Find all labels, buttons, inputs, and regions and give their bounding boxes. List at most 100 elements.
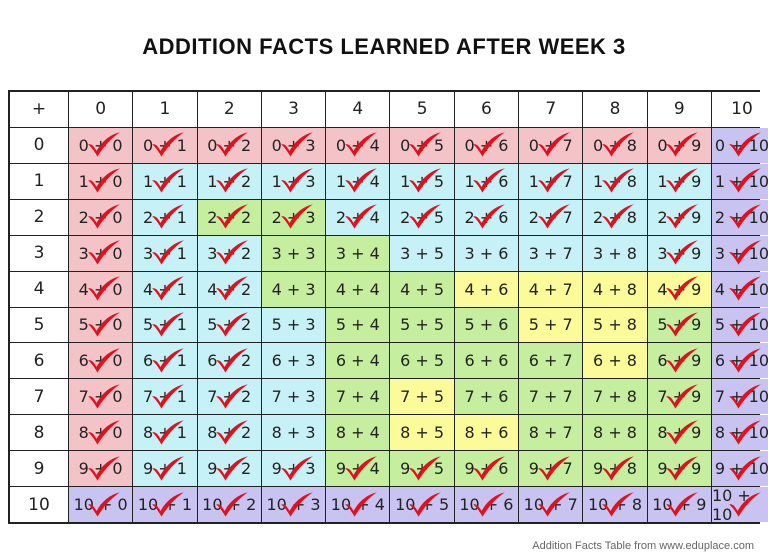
fact-cell: 3 + 1	[133, 235, 197, 271]
fact-cell: 9 + 8	[583, 451, 647, 487]
column-header: 3	[261, 92, 326, 127]
fact-cell-text: 3 + 6	[464, 243, 509, 263]
fact-cell: 8 + 2	[197, 415, 261, 451]
fact-cell: 4 + 1	[133, 271, 197, 307]
fact-cell-text: 8 + 4	[335, 423, 380, 443]
fact-cell: 5 + 3	[261, 307, 326, 343]
fact-cell: 0 + 3	[261, 127, 326, 163]
fact-cell-text: 3 + 0	[78, 243, 123, 263]
column-header-text: 1	[159, 99, 171, 120]
fact-cell: 4 + 2	[197, 271, 261, 307]
fact-cell-text: 10 + 4	[330, 495, 385, 515]
fact-cell-text: 5 + 7	[528, 315, 573, 335]
fact-cell-text: 6 + 0	[78, 351, 123, 371]
fact-cell-text: 7 + 3	[271, 387, 316, 407]
fact-cell-text: 0 + 2	[207, 135, 252, 155]
fact-cell-text: 2 + 8	[593, 207, 637, 227]
fact-cell-text: 3 + 8	[593, 243, 637, 263]
row-header: 5	[10, 307, 68, 343]
fact-cell: 4 + 5	[390, 271, 454, 307]
fact-cell-text: 8 + 7	[528, 423, 573, 443]
fact-cell-text: 1 + 5	[400, 171, 445, 191]
fact-cell-text: 9 + 10	[714, 459, 768, 479]
fact-cell-text: 10 + 5	[395, 495, 450, 515]
fact-cell: 0 + 0	[69, 127, 133, 163]
fact-cell: 2 + 2	[197, 199, 261, 235]
column-header: 7	[519, 92, 583, 127]
fact-cell-text: 4 + 2	[207, 279, 252, 299]
fact-cell: 6 + 5	[390, 343, 454, 379]
fact-cell-text: 8 + 3	[271, 423, 316, 443]
fact-cell-text: 10 + 8	[587, 495, 643, 515]
fact-cell-text: 7 + 5	[400, 387, 445, 407]
fact-cell: 9 + 3	[261, 451, 326, 487]
column-header: 10	[711, 92, 768, 127]
fact-cell: 2 + 4	[326, 199, 390, 235]
row-header: 2	[10, 199, 68, 235]
fact-cell: 2 + 10	[711, 199, 768, 235]
fact-cell-text: 4 + 8	[593, 279, 637, 299]
fact-cell-text: 4 + 5	[400, 279, 445, 299]
fact-cell: 3 + 7	[519, 235, 583, 271]
fact-cell: 8 + 9	[647, 415, 711, 451]
fact-cell-text: 5 + 4	[335, 315, 380, 335]
fact-cell-text: 2 + 4	[335, 207, 380, 227]
fact-cell: 5 + 2	[197, 307, 261, 343]
fact-cell: 1 + 5	[390, 163, 454, 199]
fact-cell: 1 + 2	[197, 163, 261, 199]
fact-cell: 0 + 6	[454, 127, 519, 163]
fact-cell-text: 9 + 8	[593, 459, 637, 479]
fact-cell-text: 3 + 5	[400, 243, 445, 263]
fact-cell: 7 + 8	[583, 379, 647, 415]
fact-cell-text: 0 + 8	[593, 135, 637, 155]
fact-cell: 7 + 10	[711, 379, 768, 415]
fact-cell-text: 10 + 7	[523, 495, 578, 515]
fact-cell-text: 8 + 5	[400, 423, 445, 443]
fact-cell: 9 + 5	[390, 451, 454, 487]
fact-cell-text: 9 + 7	[528, 459, 573, 479]
page-title: ADDITION FACTS LEARNED AFTER WEEK 3	[142, 34, 626, 59]
fact-cell: 1 + 1	[133, 163, 197, 199]
column-header-text: 0	[95, 99, 107, 120]
fact-cell-text: 0 + 10	[714, 135, 768, 155]
fact-cell-text: 3 + 3	[271, 243, 316, 263]
row-header-text: 2	[33, 207, 45, 228]
fact-cell: 4 + 10	[711, 271, 768, 307]
fact-cell-text: 5 + 9	[657, 315, 702, 335]
fact-cell: 8 + 1	[133, 415, 197, 451]
fact-cell: 6 + 10	[711, 343, 768, 379]
row-header: 3	[10, 235, 68, 271]
fact-cell: 9 + 10	[711, 451, 768, 487]
fact-cell-text: 2 + 7	[528, 207, 573, 227]
fact-cell-text: 4 + 9	[657, 279, 702, 299]
row-header-text: 4	[33, 279, 45, 300]
fact-cell: 2 + 9	[647, 199, 711, 235]
fact-cell-text: 9 + 0	[78, 459, 123, 479]
fact-cell-text: 5 + 6	[464, 315, 509, 335]
fact-cell: 6 + 3	[261, 343, 326, 379]
fact-cell: 10 + 2	[197, 487, 261, 522]
row-header: 10	[10, 487, 68, 522]
fact-cell: 2 + 6	[454, 199, 519, 235]
fact-cell-text: 10 + 1	[137, 495, 192, 515]
fact-cell-text: 6 + 3	[271, 351, 316, 371]
fact-cell-text: 0 + 9	[657, 135, 702, 155]
fact-cell: 3 + 8	[583, 235, 647, 271]
fact-cell: 9 + 7	[519, 451, 583, 487]
fact-cell-text: 4 + 0	[78, 279, 123, 299]
fact-cell-text: 1 + 2	[207, 171, 252, 191]
fact-cell: 3 + 3	[261, 235, 326, 271]
fact-cell-text: 0 + 5	[400, 135, 445, 155]
fact-cell: 4 + 0	[69, 271, 133, 307]
column-header-text: 5	[416, 99, 428, 120]
fact-cell: 2 + 7	[519, 199, 583, 235]
fact-cell: 2 + 5	[390, 199, 454, 235]
column-header: 9	[647, 92, 711, 127]
fact-cell: 7 + 4	[326, 379, 390, 415]
row-header-text: 9	[33, 458, 45, 479]
column-header: 5	[390, 92, 454, 127]
fact-cell: 5 + 1	[133, 307, 197, 343]
fact-cell-text: 1 + 7	[528, 171, 573, 191]
fact-cell: 5 + 9	[647, 307, 711, 343]
fact-cell: 3 + 2	[197, 235, 261, 271]
